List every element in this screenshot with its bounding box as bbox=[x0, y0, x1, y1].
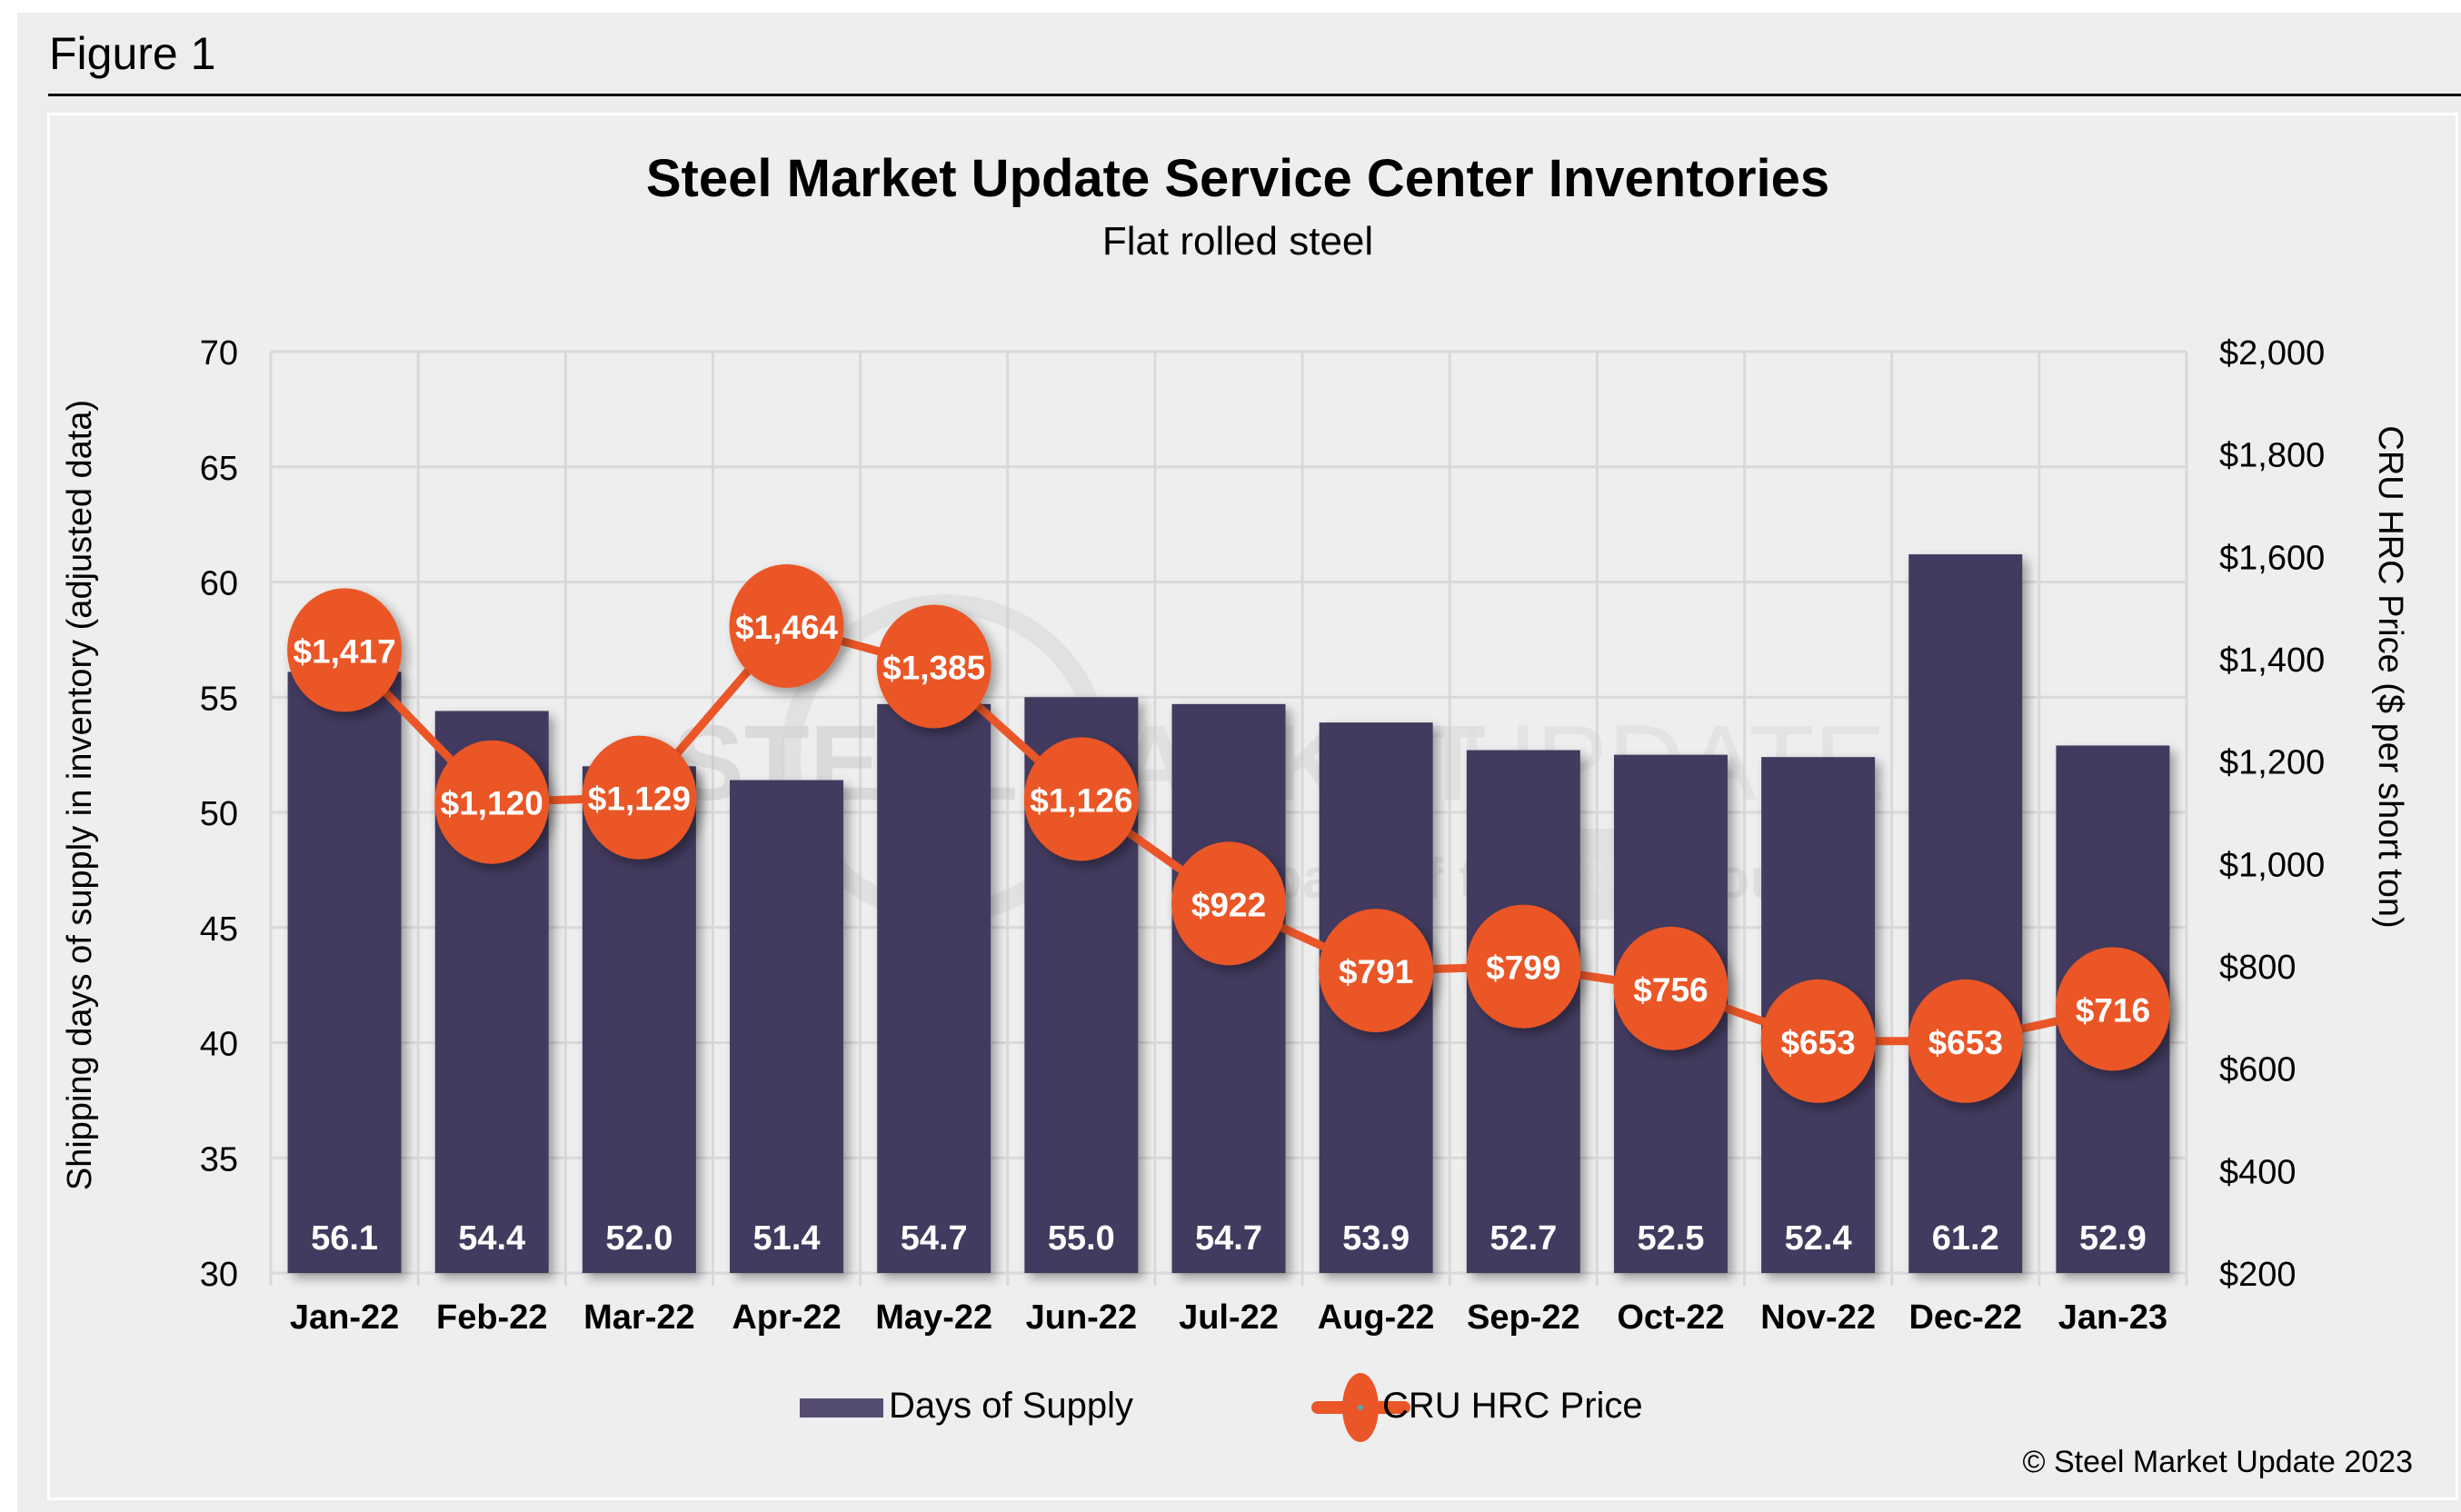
y-axis-left-title: Shipping days of supply in inventory (ad… bbox=[61, 400, 99, 1190]
x-tick-label: Aug-22 bbox=[1318, 1298, 1435, 1337]
price-data-label: $716 bbox=[2076, 991, 2150, 1029]
bar-value-label: 61.2 bbox=[1932, 1219, 1999, 1258]
bar-value-label: 52.4 bbox=[1785, 1219, 1852, 1258]
y-tick-label: 55 bbox=[200, 680, 238, 718]
y2-tick-label: $200 bbox=[2219, 1256, 2297, 1294]
x-tick-label: Nov-22 bbox=[1760, 1298, 1876, 1337]
legend-label-cru-hrc-price: CRU HRC Price bbox=[1382, 1386, 1643, 1426]
x-tick-label: Jun-22 bbox=[1026, 1298, 1137, 1337]
price-data-label: $1,464 bbox=[735, 609, 839, 646]
price-marker bbox=[434, 740, 550, 864]
markers-cru-hrc-price: $1,417 $1,120 $1,129 $1,464 $1,385 $1,126 $922… bbox=[287, 563, 2170, 1103]
y2-tick-label: $1,200 bbox=[2219, 744, 2325, 782]
x-tick-label: Feb-22 bbox=[436, 1298, 547, 1337]
price-data-label: $799 bbox=[1486, 950, 1560, 987]
price-marker bbox=[1908, 979, 2023, 1103]
bar bbox=[730, 780, 844, 1273]
chart-subtitle: Flat rolled steel bbox=[1102, 219, 1373, 264]
x-tick-label: Mar-22 bbox=[583, 1298, 695, 1337]
price-data-label: $653 bbox=[1780, 1024, 1855, 1061]
y2-tick-label: $1,800 bbox=[2219, 437, 2325, 475]
copyright-text: © Steel Market Update 2023 bbox=[2022, 1445, 2413, 1479]
bar-value-label: 52.9 bbox=[2079, 1219, 2147, 1258]
y-axis-left-ticks: 30 35 40 45 50 55 60 65 70 bbox=[200, 334, 238, 1294]
price-marker bbox=[876, 604, 991, 729]
y-axis-right-ticks: $200 $400 $600 $800 $1,000 $1,200 $1,400 $1,600… bbox=[2219, 334, 2325, 1294]
bar bbox=[1171, 703, 1286, 1273]
y2-tick-label: $600 bbox=[2219, 1051, 2297, 1089]
bar-value-label: 53.9 bbox=[1342, 1219, 1410, 1258]
bar-value-label: 52.7 bbox=[1490, 1219, 1557, 1258]
y-tick-label: 40 bbox=[200, 1026, 238, 1064]
chart-title: Steel Market Update Service Center Inven… bbox=[646, 149, 1829, 208]
x-tick-label: Sep-22 bbox=[1467, 1298, 1580, 1337]
price-marker bbox=[1466, 904, 1581, 1029]
y-tick-label: 65 bbox=[200, 450, 238, 488]
x-axis-ticks: Jan-22 Feb-22 Mar-22 Apr-22 May-22 Jun-22 Jul-… bbox=[290, 1298, 2167, 1337]
bar-value-label: 54.4 bbox=[458, 1219, 525, 1258]
y2-tick-label: $1,400 bbox=[2219, 642, 2325, 680]
y-tick-label: 30 bbox=[200, 1256, 238, 1294]
legend-item-days-of-supply[interactable]: Days of Supply bbox=[800, 1386, 1133, 1426]
price-data-label: $653 bbox=[1928, 1024, 2003, 1061]
bar-value-label: 55.0 bbox=[1048, 1219, 1115, 1258]
y2-tick-label: $1,000 bbox=[2219, 846, 2325, 884]
y-tick-label: 35 bbox=[200, 1140, 238, 1179]
price-marker bbox=[1023, 737, 1139, 861]
x-tick-label: Oct-22 bbox=[1617, 1298, 1724, 1337]
x-tick-label: Apr-22 bbox=[732, 1298, 841, 1337]
y2-tick-label: $400 bbox=[2219, 1153, 2297, 1191]
price-data-label: $1,385 bbox=[882, 649, 985, 686]
price-marker bbox=[1613, 926, 1729, 1050]
price-data-label: $791 bbox=[1339, 953, 1413, 990]
price-data-label: $1,129 bbox=[588, 781, 691, 818]
bar bbox=[877, 703, 991, 1273]
bar bbox=[1908, 554, 2023, 1273]
bar-value-label: 51.4 bbox=[753, 1219, 821, 1258]
price-marker bbox=[287, 588, 403, 712]
price-marker bbox=[1171, 841, 1286, 966]
bar bbox=[287, 671, 402, 1273]
y2-tick-label: $2,000 bbox=[2219, 334, 2325, 373]
bar-value-label: 52.5 bbox=[1637, 1219, 1704, 1258]
bar-value-label: 56.1 bbox=[311, 1219, 378, 1258]
price-marker bbox=[2055, 947, 2170, 1071]
legend-label-days-of-supply: Days of Supply bbox=[889, 1386, 1133, 1426]
x-tick-label: Jul-22 bbox=[1179, 1298, 1279, 1337]
y-tick-label: 45 bbox=[200, 910, 238, 949]
x-tick-label: Jan-23 bbox=[2058, 1298, 2167, 1337]
y2-tick-label: $800 bbox=[2219, 949, 2297, 987]
legend-swatch-bar bbox=[800, 1398, 883, 1418]
legend-item-cru-hrc-price[interactable]: CRU HRC Price bbox=[1311, 1373, 1643, 1442]
y2-tick-label: $1,600 bbox=[2219, 539, 2325, 577]
price-marker bbox=[582, 735, 697, 860]
figure-label: Figure 1 bbox=[49, 28, 216, 79]
x-tick-label: Dec-22 bbox=[1908, 1298, 2022, 1337]
x-tick-label: May-22 bbox=[875, 1298, 992, 1337]
price-marker bbox=[729, 563, 844, 688]
y-tick-label: 70 bbox=[200, 334, 238, 373]
bar-value-label: 54.7 bbox=[901, 1219, 968, 1258]
price-data-label: $756 bbox=[1633, 971, 1708, 1009]
header-rule bbox=[48, 94, 2461, 96]
legend: Days of Supply CRU HRC Price bbox=[800, 1373, 1643, 1442]
bar-value-label: 52.0 bbox=[605, 1219, 673, 1258]
x-tick-label: Jan-22 bbox=[290, 1298, 399, 1337]
y-axis-right-title: CRU HRC Price ($ per short ton) bbox=[2371, 425, 2409, 928]
y-tick-label: 50 bbox=[200, 795, 238, 833]
bar-data-labels: 56.1 54.4 52.0 51.4 54.7 55.0 54.7 53.9 52.7 52.5… bbox=[311, 1219, 2147, 1258]
price-data-label: $922 bbox=[1191, 886, 1266, 923]
legend-swatch-dot bbox=[1358, 1405, 1363, 1410]
price-data-label: $1,126 bbox=[1030, 781, 1132, 819]
bar-value-label: 54.7 bbox=[1195, 1219, 1262, 1258]
y-tick-label: 60 bbox=[200, 565, 238, 603]
price-marker bbox=[1760, 979, 1876, 1103]
price-marker bbox=[1319, 909, 1434, 1033]
price-data-label: $1,120 bbox=[441, 785, 543, 822]
price-data-label: $1,417 bbox=[293, 632, 395, 670]
